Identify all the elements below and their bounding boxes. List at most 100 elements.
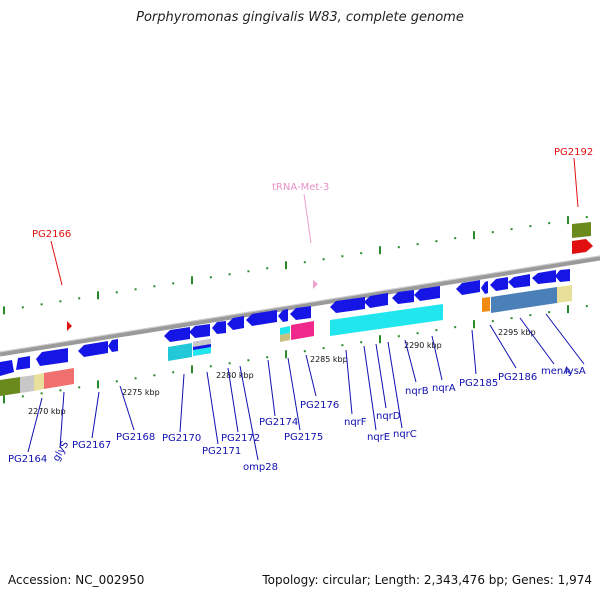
leader-pg2192 xyxy=(573,157,579,208)
cog-bar-cyan-long[interactable] xyxy=(330,304,443,336)
gene-arrow[interactable] xyxy=(490,277,508,291)
tick-label-2270: 2270 kbp xyxy=(28,407,66,416)
gene-label-pg2172[interactable]: PG2172 xyxy=(221,433,260,444)
gene-arrow[interactable] xyxy=(189,324,210,338)
gene-arrow[interactable] xyxy=(555,269,570,282)
tick-label-2295: 2295 kbp xyxy=(498,328,536,337)
gene-label-pg2164[interactable]: PG2164 xyxy=(8,454,47,465)
leader-lysa xyxy=(545,313,585,365)
genome-backbone xyxy=(0,255,600,357)
gene-label-pg2170[interactable]: PG2170 xyxy=(162,433,201,444)
map-title: Porphyromonas gingivalis W83, complete g… xyxy=(136,10,464,25)
gene-label-nqrd[interactable]: nqrD xyxy=(376,411,401,422)
gene-arrow[interactable] xyxy=(212,321,226,334)
scale-labels: 2270 kbp 2275 kbp 2280 kbp 2285 kbp 2290… xyxy=(28,328,536,416)
gene-label-mena[interactable]: menA xyxy=(541,366,570,377)
cog-bar-salmon[interactable] xyxy=(44,368,74,389)
cog-bar-olive-small[interactable] xyxy=(280,333,290,342)
trna-met-3-feature-marker[interactable] xyxy=(313,280,318,289)
leader-glys xyxy=(59,391,65,449)
gene-arrow[interactable] xyxy=(36,348,68,366)
leader-pg2168 xyxy=(119,385,135,431)
gene-label-pg2175[interactable]: PG2175 xyxy=(284,432,323,443)
cog-bar-khaki[interactable] xyxy=(557,285,572,303)
gene-arrow[interactable] xyxy=(0,360,14,376)
leader-nqrf xyxy=(345,349,353,415)
gene-label-nqrb[interactable]: nqrB xyxy=(405,386,429,397)
gene-arrow[interactable] xyxy=(392,290,414,304)
gene-arrow[interactable] xyxy=(532,270,556,284)
leader-pg2166 xyxy=(50,240,63,286)
gene-label-pg2167[interactable]: PG2167 xyxy=(72,440,111,451)
leader-trna-met-3 xyxy=(303,193,312,244)
pg2192-arrow[interactable] xyxy=(572,239,593,254)
cog-bar-steelblue[interactable] xyxy=(491,287,557,313)
leader-omp28 xyxy=(239,365,259,461)
gene-arrow[interactable] xyxy=(481,281,488,294)
gene-label-pg2186[interactable]: PG2186 xyxy=(498,372,537,383)
gene-arrow[interactable] xyxy=(16,356,30,370)
lower-tick-track xyxy=(3,305,588,404)
gene-arrow[interactable] xyxy=(108,339,118,352)
gene-arrow[interactable] xyxy=(246,310,277,326)
gene-label-leaders xyxy=(27,313,585,461)
gene-arrow[interactable] xyxy=(414,286,440,301)
gene-arrow[interactable] xyxy=(290,306,311,320)
accession-text: Accession: NC_002950 xyxy=(8,573,145,587)
leader-pg2174 xyxy=(267,359,276,417)
gene-label-pg2176[interactable]: PG2176 xyxy=(300,400,339,411)
gene-arrow[interactable] xyxy=(164,327,190,342)
gene-label-pg2185[interactable]: PG2185 xyxy=(459,378,498,389)
gene-arrow[interactable] xyxy=(508,274,530,288)
gene-label-pg2168[interactable]: PG2168 xyxy=(116,432,155,443)
leader-pg2186 xyxy=(489,324,517,369)
callout-pg2166[interactable]: PG2166 xyxy=(32,229,71,240)
cog-bar-khaki[interactable] xyxy=(34,373,44,391)
tick-label-2280: 2280 kbp xyxy=(216,371,254,380)
leader-nqrd xyxy=(375,343,387,409)
topology-text: Topology: circular; Length: 2,343,476 bp… xyxy=(262,573,592,587)
leader-pg2185 xyxy=(471,329,477,375)
leader-pg2170 xyxy=(179,373,185,433)
gene-label-lysa[interactable]: lysA xyxy=(565,366,586,377)
callout-trna-met-3[interactable]: tRNA-Met-3 xyxy=(272,182,329,193)
cog-bar-cyan-small[interactable] xyxy=(193,347,211,356)
gene-label-pg2171[interactable]: PG2171 xyxy=(202,446,241,457)
gene-arrow[interactable] xyxy=(227,316,244,330)
cog-bar-cyan[interactable] xyxy=(168,343,192,361)
gene-row-upper xyxy=(0,269,570,376)
cog-bar-orange[interactable] xyxy=(482,297,490,312)
gene-label-nqrf[interactable]: nqrF xyxy=(344,417,367,428)
callout-pg2192[interactable]: PG2192 xyxy=(554,147,593,158)
gene-arrow[interactable] xyxy=(78,341,108,357)
leader-mena xyxy=(519,317,555,365)
tick-label-2275: 2275 kbp xyxy=(122,388,160,397)
leader-pg2172 xyxy=(227,367,239,433)
gene-arrow[interactable] xyxy=(456,280,480,295)
gene-arrow[interactable] xyxy=(364,293,388,308)
tick-label-2290: 2290 kbp xyxy=(404,341,442,350)
gene-label-glys[interactable]: glyS xyxy=(51,439,71,463)
tick-label-2285: 2285 kbp xyxy=(310,355,348,364)
cog-bar-olive[interactable] xyxy=(572,222,591,238)
leader-pg2164 xyxy=(27,397,43,453)
gene-label-nqrc[interactable]: nqrC xyxy=(393,429,417,440)
leader-nqra xyxy=(431,335,443,381)
gene-label-nqre[interactable]: nqrE xyxy=(367,432,390,443)
gene-arrow[interactable] xyxy=(278,309,288,322)
gene-label-pg2174[interactable]: PG2174 xyxy=(259,417,298,428)
gene-label-nqra[interactable]: nqrA xyxy=(432,383,456,394)
leader-pg2171 xyxy=(206,371,219,445)
leader-pg2167 xyxy=(91,391,100,439)
cog-bar-cyan-small[interactable] xyxy=(280,326,290,335)
gene-arrow[interactable] xyxy=(330,297,365,313)
cog-bar-olive[interactable] xyxy=(0,377,20,396)
gene-label-omp28[interactable]: omp28 xyxy=(243,462,278,473)
cog-bar-grey[interactable] xyxy=(193,339,211,347)
pg2166-feature-marker[interactable] xyxy=(67,321,72,331)
cog-bar-magenta[interactable] xyxy=(291,321,314,340)
cog-bar-grey[interactable] xyxy=(20,375,34,393)
leader-nqre xyxy=(363,345,377,431)
leader-pg2175 xyxy=(287,357,301,431)
